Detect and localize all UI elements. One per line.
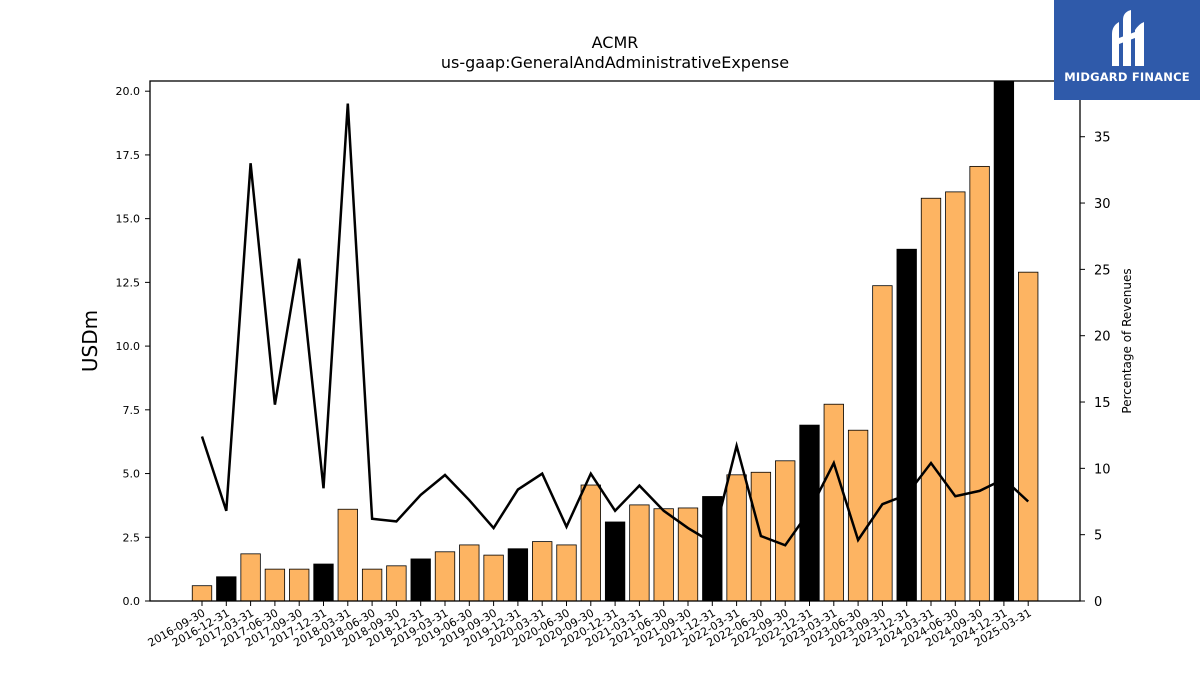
midgard-logo-icon (1112, 10, 1144, 66)
bar-2020-12-31 (604, 521, 626, 602)
y2-tick-label: 25 (1094, 263, 1111, 278)
y2-axis-label: Percentage of Revenues (1120, 268, 1134, 413)
bar-2018-03-31 (337, 508, 358, 602)
bar-group (191, 80, 1039, 602)
bar-2023-12-31 (896, 248, 917, 602)
y2-tick-label: 30 (1094, 197, 1111, 212)
bar-2019-03-31 (434, 551, 456, 602)
bar-2016-12-31 (216, 576, 237, 602)
bar-2021-06-30 (653, 508, 674, 602)
bar-2017-03-31 (240, 553, 261, 602)
bar-2018-09-30 (386, 565, 407, 602)
y-tick-label: 2.5 (123, 531, 141, 544)
line-layer (200, 103, 1030, 547)
bar-2017-12-31 (313, 563, 334, 602)
bar-2017-09-30 (289, 568, 310, 602)
chart-title: ACMR (592, 33, 639, 52)
y-tick-label: 10.0 (116, 340, 141, 353)
y2-tick-label: 15 (1094, 396, 1111, 411)
y-tick-label: 7.5 (123, 404, 141, 417)
logo-text: MIDGARD FINANCE (1064, 70, 1190, 84)
bar-2023-03-31 (823, 403, 844, 602)
bar-2022-03-31 (726, 474, 747, 602)
bar-2018-06-30 (361, 568, 383, 602)
bar-2019-09-30 (483, 554, 504, 602)
bar-2019-06-30 (459, 544, 480, 602)
bar-2022-12-31 (799, 424, 820, 602)
bar-2025-03-31 (1018, 271, 1039, 602)
bar-2023-09-30 (872, 285, 893, 602)
bar-2019-12-31 (507, 548, 529, 602)
bar-2020-09-30 (580, 484, 601, 602)
bar-2024-12-31 (993, 80, 1015, 602)
midgard-finance-logo: MIDGARD FINANCE (1054, 0, 1200, 100)
y-tick-label: 12.5 (116, 276, 141, 289)
y2-tick-label: 10 (1094, 462, 1111, 477)
chart-subtitle: us-gaap:GeneralAndAdministrativeExpense (441, 53, 789, 72)
y-tick-label: 0.0 (123, 595, 141, 608)
bar-2016-09-30 (191, 585, 213, 602)
y-tick-label: 5.0 (123, 468, 141, 481)
bar-2021-03-31 (629, 504, 650, 602)
bar-2024-09-30 (969, 165, 990, 602)
bar-2024-06-30 (945, 191, 966, 602)
bar-2024-03-31 (920, 197, 942, 602)
bar-2022-09-30 (775, 460, 796, 602)
bar-2018-12-31 (410, 558, 431, 602)
bar-2020-06-30 (556, 544, 577, 602)
bar-2017-06-30 (264, 568, 286, 602)
y2-tick-label: 5 (1094, 529, 1102, 544)
y-tick-label: 15.0 (116, 213, 141, 226)
y2-tick-label: 20 (1094, 330, 1111, 345)
y-tick-label: 17.5 (116, 149, 141, 162)
y-axis-label: USDm (78, 310, 102, 372)
y2-tick-label: 0 (1094, 595, 1102, 610)
revenue-percentage-line (200, 103, 1030, 547)
y-tick-label: 20.0 (116, 85, 141, 98)
y2-tick-label: 35 (1094, 131, 1111, 146)
axes: 0.0 2.5 5.0 7.5 10.0 12.5 15.0 17.5 20.0 0 5 10 15 20… (116, 80, 1111, 650)
bar-2020-03-31 (532, 541, 553, 602)
